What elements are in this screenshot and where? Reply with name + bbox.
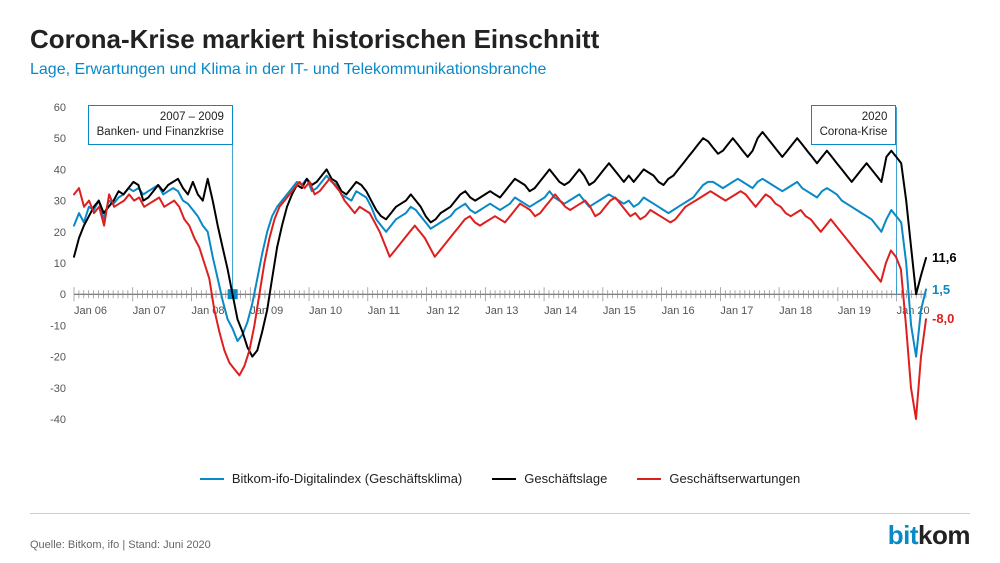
legend-label: Geschäftserwartungen — [669, 471, 800, 486]
annotation-box: 2007 – 2009Banken- und Finanzkrise — [88, 105, 233, 145]
svg-text:10: 10 — [54, 258, 66, 270]
svg-text:Jan 12: Jan 12 — [427, 305, 460, 317]
svg-text:20: 20 — [54, 227, 66, 239]
svg-text:Jan 08: Jan 08 — [192, 305, 225, 317]
svg-text:30: 30 — [54, 196, 66, 208]
legend-swatch — [492, 478, 516, 480]
source-text: Quelle: Bitkom, ifo | Stand: Juni 2020 — [30, 539, 211, 551]
chart-title: Corona-Krise markiert historischen Einsc… — [30, 24, 970, 55]
legend-item: Bitkom-ifo-Digitalindex (Geschäftsklima) — [200, 471, 462, 486]
svg-text:Jan 18: Jan 18 — [779, 305, 812, 317]
svg-text:Jan 20: Jan 20 — [897, 305, 930, 317]
series-end-label: 1,5 — [932, 282, 950, 297]
svg-text:Jan 10: Jan 10 — [309, 305, 342, 317]
chart-area: -40 -30 -20 -10 0 10 20 30 40 50 60 Jan 06 Jan 07 Jan… — [30, 87, 970, 467]
svg-text:0: 0 — [60, 289, 66, 301]
annotation-box: 2020Corona-Krise — [811, 105, 897, 145]
svg-text:Jan 07: Jan 07 — [133, 305, 166, 317]
series-end-label: 11,6 — [932, 250, 957, 265]
svg-text:Jan 17: Jan 17 — [720, 305, 753, 317]
svg-text:-30: -30 — [50, 383, 66, 395]
svg-text:Jan 06: Jan 06 — [74, 305, 107, 317]
legend-item: Geschäftslage — [492, 471, 607, 486]
svg-text:60: 60 — [54, 102, 66, 114]
svg-text:Jan 16: Jan 16 — [662, 305, 695, 317]
legend-label: Geschäftslage — [524, 471, 607, 486]
svg-text:Jan 19: Jan 19 — [838, 305, 871, 317]
svg-text:Jan 14: Jan 14 — [544, 305, 577, 317]
svg-text:Jan 11: Jan 11 — [368, 305, 400, 317]
legend-swatch — [637, 478, 661, 480]
svg-text:-10: -10 — [50, 320, 66, 332]
svg-text:-20: -20 — [50, 352, 66, 364]
logo-part2: kom — [918, 520, 970, 550]
chart-subtitle: Lage, Erwartungen und Klima in der IT- u… — [30, 61, 970, 79]
logo-part1: bit — [888, 520, 918, 550]
svg-text:40: 40 — [54, 164, 66, 176]
legend-item: Geschäftserwartungen — [637, 471, 800, 486]
brand-logo: bitkom — [888, 520, 970, 551]
svg-text:50: 50 — [54, 133, 66, 145]
legend-swatch — [200, 478, 224, 480]
chart-legend: Bitkom-ifo-Digitalindex (Geschäftsklima)… — [30, 471, 970, 486]
footer: Quelle: Bitkom, ifo | Stand: Juni 2020 b… — [30, 513, 970, 551]
svg-text:Jan 13: Jan 13 — [485, 305, 518, 317]
svg-text:Jan 15: Jan 15 — [603, 305, 636, 317]
series-end-label: -8,0 — [932, 311, 954, 326]
legend-label: Bitkom-ifo-Digitalindex (Geschäftsklima) — [232, 471, 462, 486]
svg-text:-40: -40 — [50, 414, 66, 426]
